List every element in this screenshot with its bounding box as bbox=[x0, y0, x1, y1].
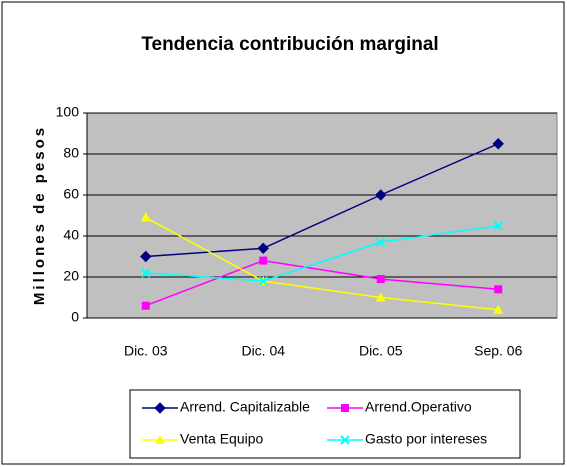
legend-label: Venta Equipo bbox=[180, 431, 264, 447]
x-tick-label: Sep. 06 bbox=[474, 343, 522, 359]
chart-title: Tendencia contribución marginal bbox=[141, 34, 438, 55]
marker bbox=[375, 292, 386, 302]
marker bbox=[141, 268, 151, 278]
x-tick-label: Dic. 04 bbox=[241, 343, 285, 359]
x-tick-label: Dic. 05 bbox=[359, 343, 403, 359]
marker bbox=[155, 435, 165, 444]
marker bbox=[375, 189, 387, 201]
marker bbox=[141, 301, 150, 310]
y-tick-label: 40 bbox=[63, 227, 79, 243]
legend-label: Arrend.Operativo bbox=[365, 399, 472, 415]
line bbox=[145, 225, 499, 282]
y-tick-label: 80 bbox=[63, 145, 79, 161]
marker bbox=[154, 402, 166, 414]
line bbox=[145, 143, 499, 258]
marker bbox=[340, 435, 350, 445]
marker bbox=[140, 212, 151, 222]
marker bbox=[493, 304, 504, 314]
y-tick-label: 100 bbox=[56, 104, 80, 120]
line bbox=[145, 259, 499, 307]
marker bbox=[259, 256, 268, 265]
marker bbox=[494, 285, 503, 294]
marker bbox=[257, 242, 269, 255]
marker bbox=[376, 275, 385, 284]
y-axis-label: Millones de pesos bbox=[31, 125, 48, 305]
y-tick-label: 60 bbox=[63, 186, 79, 202]
marker bbox=[492, 138, 504, 150]
legend bbox=[129, 389, 521, 459]
marker bbox=[376, 237, 386, 247]
line bbox=[145, 216, 499, 311]
y-tick-label: 0 bbox=[71, 309, 79, 325]
y-tick-label: 20 bbox=[63, 268, 79, 284]
marker bbox=[258, 276, 268, 286]
x-tick-label: Dic. 03 bbox=[124, 343, 168, 359]
legend-label: Gasto por intereses bbox=[365, 431, 487, 447]
legend-label: Arrend. Capitalizable bbox=[180, 399, 310, 415]
marker bbox=[493, 221, 503, 231]
marker bbox=[140, 250, 152, 263]
marker bbox=[341, 404, 349, 412]
plot-area bbox=[86, 112, 558, 319]
